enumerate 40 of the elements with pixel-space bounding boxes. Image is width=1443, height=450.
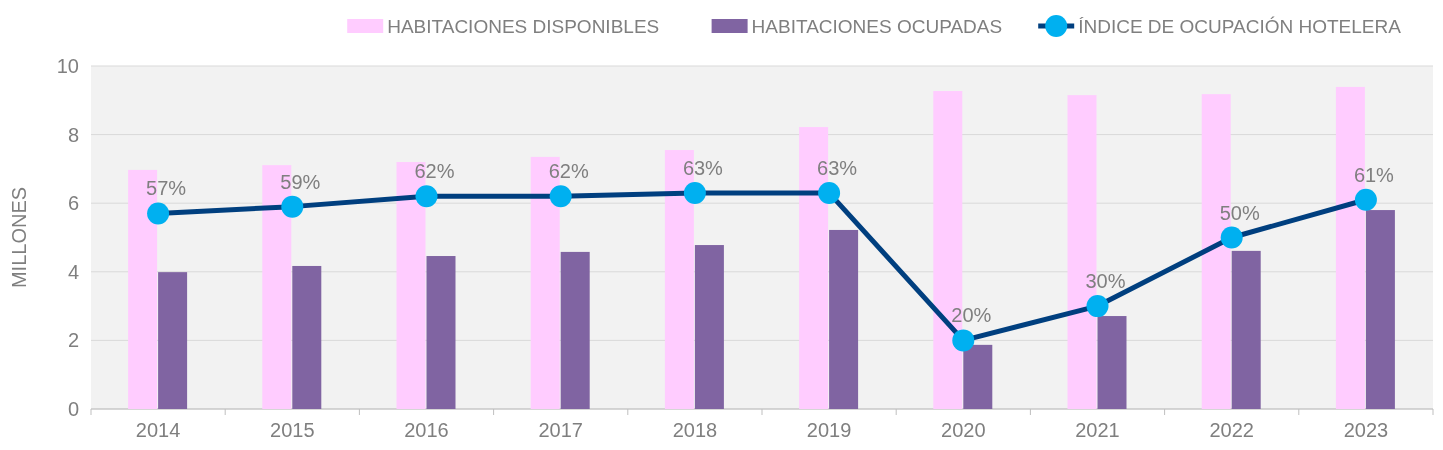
legend-label: ÍNDICE DE OCUPACIÓN HOTELERA <box>1078 16 1402 37</box>
y-axis-title: MILLONES <box>8 186 30 289</box>
bar <box>694 245 724 409</box>
data-label: 57% <box>146 177 187 200</box>
legend-label: HABITACIONES DISPONIBLES <box>387 16 660 37</box>
legend-label: HABITACIONES OCUPADAS <box>751 16 1003 37</box>
y-tick-label: 4 <box>67 260 79 283</box>
x-tick-label: 2022 <box>1209 419 1254 441</box>
bar <box>1097 316 1127 409</box>
bar <box>292 265 322 409</box>
x-tick-label: 2015 <box>270 419 315 441</box>
x-tick-label: 2018 <box>672 419 718 441</box>
data-label: 30% <box>1085 270 1126 293</box>
data-label: 63% <box>817 156 858 179</box>
x-tick-label: 2021 <box>1075 419 1120 441</box>
data-label: 50% <box>1219 201 1260 224</box>
y-tick-label: 10 <box>56 55 79 77</box>
y-tick-label: 6 <box>67 192 79 215</box>
bar <box>560 251 590 409</box>
x-tick-label: 2020 <box>941 419 986 441</box>
x-tick-label: 2016 <box>404 419 449 441</box>
x-tick-label: 2023 <box>1343 419 1389 441</box>
x-tick-label: 2014 <box>135 419 181 441</box>
bar <box>829 229 859 409</box>
bar <box>426 256 456 409</box>
data-label: 20% <box>951 304 992 327</box>
data-label: 62% <box>548 160 589 183</box>
y-tick-label: 8 <box>67 123 79 146</box>
y-tick-label: 0 <box>67 398 79 420</box>
bar <box>1231 250 1261 409</box>
x-tick-label: 2019 <box>806 419 852 441</box>
x-tick-label: 2017 <box>538 419 583 441</box>
bar <box>963 344 993 409</box>
data-label: 63% <box>682 156 724 179</box>
data-label: 62% <box>414 160 455 183</box>
y-tick-label: 2 <box>67 329 79 352</box>
bar <box>158 272 188 409</box>
data-label: 59% <box>280 170 321 193</box>
bar <box>1365 210 1395 409</box>
data-label: 61% <box>1353 163 1395 186</box>
